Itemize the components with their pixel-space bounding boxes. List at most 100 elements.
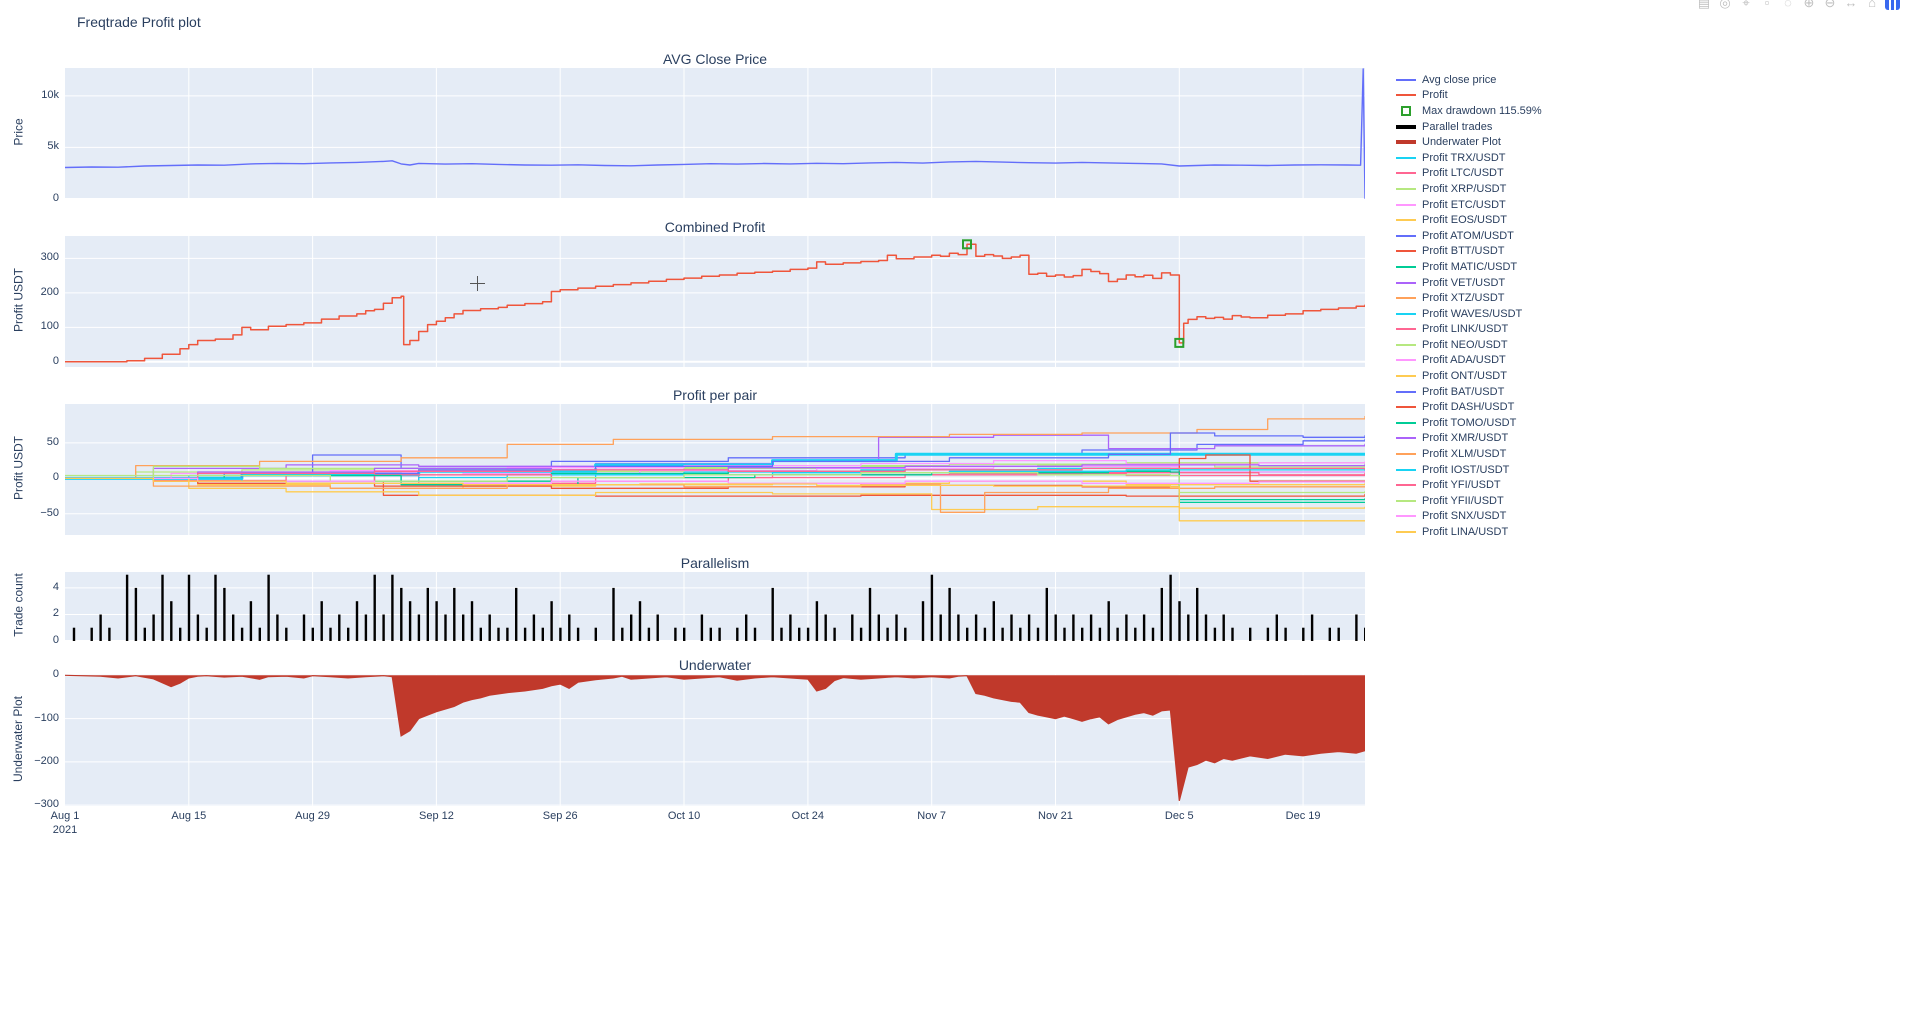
- subplot-avg-close-price[interactable]: 0 5k 10k: [41, 68, 1365, 204]
- parallel-trades-bar: [833, 627, 836, 641]
- parallel-trades-bar: [479, 627, 482, 641]
- y-tick-label: −100: [34, 711, 59, 724]
- legend-item[interactable]: Profit LINA/USDT: [1396, 524, 1542, 540]
- parallel-trades-bar: [187, 574, 191, 641]
- parallel-trades-bar: [1204, 614, 1208, 641]
- legend-item-label: Parallel trades: [1422, 120, 1493, 133]
- parallel-trades-bar: [736, 627, 739, 641]
- parallel-trades-bar: [1134, 627, 1137, 641]
- parallel-trades-bar: [974, 614, 978, 641]
- parallel-trades-bar: [1054, 614, 1057, 641]
- legend-item[interactable]: Profit ETC/USDT: [1396, 197, 1542, 213]
- subplot-profit-per-pair[interactable]: −50 0 50: [40, 404, 1365, 535]
- y-tick-label: −300: [34, 798, 59, 811]
- legend-item-label: Underwater Plot: [1422, 136, 1501, 149]
- legend-item[interactable]: Profit XLM/USDT: [1396, 446, 1542, 462]
- zoom-in-icon[interactable]: ⊕: [1803, 0, 1815, 10]
- subplot-canvas-combined-profit: [65, 236, 1365, 367]
- y-axis-title-underwater-plot: Underwater Plot: [11, 695, 25, 783]
- legend-item[interactable]: Avg close price: [1396, 72, 1542, 88]
- parallel-trades-bar: [1036, 627, 1040, 641]
- legend-item-label: Profit: [1422, 89, 1448, 102]
- legend-line-icon: [1396, 499, 1416, 502]
- series-line: [65, 416, 1365, 480]
- legend-item[interactable]: Profit SNX/USDT: [1396, 509, 1542, 525]
- x-tick-label: Nov 7: [917, 810, 947, 822]
- subplot-underwater[interactable]: 0 −100 −200 −300: [34, 668, 1365, 810]
- legend-item[interactable]: Profit ADA/USDT: [1396, 353, 1542, 369]
- parallel-trades-bar: [1213, 627, 1217, 641]
- parallel-trades-bar: [798, 627, 801, 641]
- legend-item[interactable]: Profit IOST/USDT: [1396, 462, 1542, 478]
- parallel-trades-bar: [700, 614, 704, 641]
- legend-item[interactable]: Profit LINK/USDT: [1396, 322, 1542, 338]
- box-select-icon[interactable]: ▫: [1764, 0, 1770, 10]
- legend-item[interactable]: Parallel trades: [1396, 119, 1542, 135]
- parallel-trades-bar: [1151, 627, 1155, 641]
- reset-axes-icon[interactable]: ⌂: [1868, 0, 1876, 10]
- legend-item[interactable]: Profit: [1396, 88, 1542, 104]
- parallel-trades-bar: [497, 627, 500, 641]
- legend-item[interactable]: Profit WAVES/USDT: [1396, 306, 1542, 322]
- legend-item[interactable]: Max drawdown 115.59%: [1396, 103, 1542, 119]
- autoscale-icon[interactable]: ↔: [1844, 0, 1858, 10]
- legend-item-label: Profit ADA/USDT: [1422, 354, 1506, 367]
- legend-item[interactable]: Profit YFII/USDT: [1396, 493, 1542, 509]
- legend-item[interactable]: Profit TOMO/USDT: [1396, 415, 1542, 431]
- legend-item[interactable]: Profit NEO/USDT: [1396, 337, 1542, 353]
- parallel-trades-bar: [868, 587, 872, 641]
- legend-line-icon: [1396, 406, 1416, 409]
- legend-item-label: Profit XTZ/USDT: [1422, 292, 1505, 305]
- parallel-trades-bar: [957, 614, 960, 641]
- y-tick-label: −200: [34, 754, 59, 767]
- legend-line-icon: [1396, 94, 1416, 97]
- legend-item[interactable]: Profit XTZ/USDT: [1396, 290, 1542, 306]
- legend-item[interactable]: Profit TRX/USDT: [1396, 150, 1542, 166]
- legend-item[interactable]: Profit BAT/USDT: [1396, 384, 1542, 400]
- subplot-canvas-parallelism: [65, 572, 1365, 641]
- page-title: Freqtrade Profit plot: [77, 14, 201, 30]
- legend-item[interactable]: Profit YFI/USDT: [1396, 477, 1542, 493]
- plotly-logo[interactable]: [1885, 0, 1900, 10]
- parallel-trades-bar: [1337, 627, 1340, 641]
- y-tick-label: 200: [40, 285, 59, 298]
- legend-item[interactable]: Profit XRP/USDT: [1396, 181, 1542, 197]
- legend-item[interactable]: Profit BTT/USDT: [1396, 244, 1542, 260]
- legend-item[interactable]: Profit XMR/USDT: [1396, 431, 1542, 447]
- legend-line-icon: [1396, 78, 1416, 81]
- pan-icon[interactable]: ⌖: [1742, 0, 1750, 10]
- parallel-trades-bar: [214, 574, 217, 641]
- plotly-modebar: ▤ ◎ ⌖ ▫ ◌ ⊕ ⊖ ↔ ⌂: [1696, 0, 1900, 11]
- series-line: [65, 432, 1365, 480]
- legend-line-icon: [1396, 359, 1416, 362]
- legend-item[interactable]: Profit DASH/USDT: [1396, 399, 1542, 415]
- legend-item[interactable]: Profit VET/USDT: [1396, 275, 1542, 291]
- y-tick-label: 0: [52, 634, 59, 646]
- legend-item[interactable]: Underwater Plot: [1396, 134, 1542, 150]
- lasso-select-icon[interactable]: ◌: [1784, 0, 1792, 10]
- parallel-trades-bar: [1116, 627, 1119, 641]
- y-tick-label: 300: [40, 251, 59, 264]
- parallel-trades-bar: [559, 627, 562, 641]
- legend-item-label: Profit ONT/USDT: [1422, 370, 1507, 383]
- legend-item[interactable]: Profit ATOM/USDT: [1396, 228, 1542, 244]
- subplot-combined-profit[interactable]: 0 100 200 300: [41, 236, 1365, 367]
- legend-item-label: Profit NEO/USDT: [1422, 338, 1508, 351]
- max-drawdown-marker: [962, 239, 972, 250]
- parallel-trades-bar: [789, 614, 792, 641]
- legend-line-icon: [1396, 421, 1416, 424]
- zoom-out-icon[interactable]: ⊖: [1824, 0, 1836, 10]
- y-tick-label: −50: [40, 506, 59, 519]
- legend-item[interactable]: Profit MATIC/USDT: [1396, 259, 1542, 275]
- legend-item[interactable]: Profit ONT/USDT: [1396, 368, 1542, 384]
- parallel-trades-bar: [311, 627, 314, 641]
- legend-item-label: Profit XRP/USDT: [1422, 182, 1507, 195]
- subplot-parallelism[interactable]: 0 2 4: [53, 572, 1365, 646]
- download-plot-icon[interactable]: ▤: [1697, 0, 1711, 10]
- parallel-trades-bar: [408, 601, 412, 641]
- parallel-trades-bar: [1328, 627, 1331, 641]
- zoom-icon[interactable]: ◎: [1719, 0, 1731, 10]
- parallel-trades-bar: [426, 587, 429, 641]
- legend-item[interactable]: Profit LTC/USDT: [1396, 166, 1542, 182]
- legend-item[interactable]: Profit EOS/USDT: [1396, 212, 1542, 228]
